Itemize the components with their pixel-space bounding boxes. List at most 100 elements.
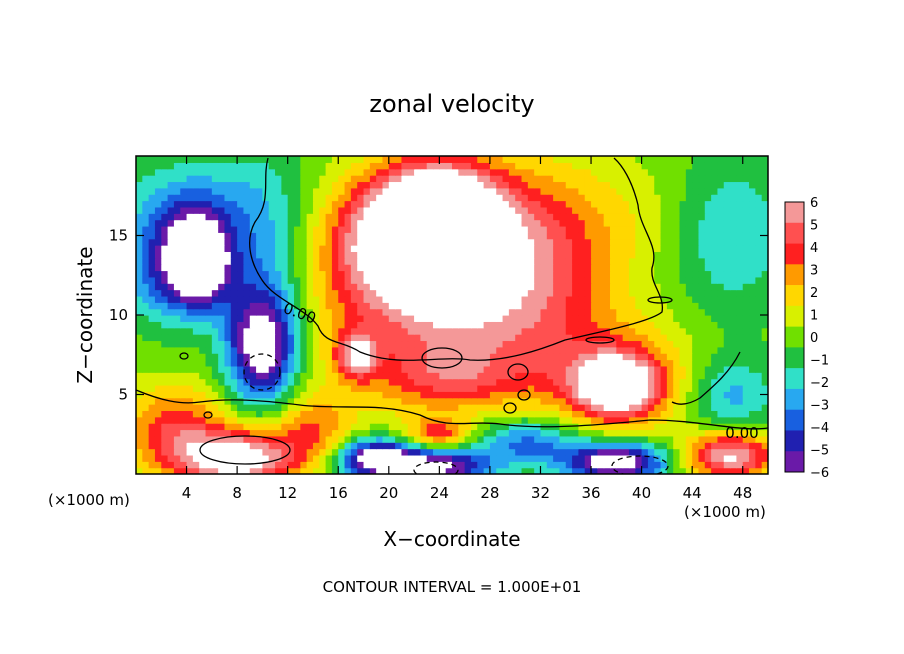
heatmap-cell bbox=[312, 442, 320, 450]
heatmap-cell bbox=[458, 461, 466, 469]
heatmap-cell bbox=[591, 264, 598, 272]
heatmap-cell bbox=[344, 225, 352, 233]
heatmap-cell bbox=[319, 308, 327, 316]
heatmap-cell bbox=[622, 251, 630, 259]
heatmap-cell bbox=[755, 251, 763, 259]
heatmap-cell bbox=[211, 334, 219, 342]
heatmap-cell bbox=[401, 213, 409, 221]
heatmap-cell bbox=[262, 302, 270, 310]
heatmap-cell bbox=[452, 448, 459, 456]
heatmap-cell bbox=[673, 225, 681, 233]
heatmap-cell bbox=[673, 448, 681, 456]
heatmap-cell bbox=[186, 194, 194, 202]
heatmap-cell bbox=[591, 467, 598, 474]
heatmap-cell bbox=[136, 327, 143, 335]
heatmap-cell bbox=[281, 238, 289, 246]
heatmap-cell bbox=[211, 245, 219, 252]
heatmap-cell bbox=[192, 429, 200, 437]
heatmap-cell bbox=[584, 454, 592, 462]
heatmap-cell bbox=[761, 435, 768, 443]
heatmap-cell bbox=[654, 315, 662, 322]
heatmap-cell bbox=[338, 454, 346, 462]
heatmap-cell bbox=[736, 391, 744, 399]
heatmap-cell bbox=[730, 410, 737, 418]
heatmap-cell bbox=[628, 435, 636, 443]
heatmap-cell bbox=[344, 213, 352, 221]
heatmap-cell bbox=[312, 346, 320, 354]
heatmap-cell bbox=[477, 321, 485, 329]
heatmap-cell bbox=[401, 200, 409, 208]
heatmap-cell bbox=[395, 365, 403, 373]
heatmap-cell bbox=[142, 181, 150, 189]
heatmap-cell bbox=[420, 206, 428, 214]
heatmap-cell bbox=[142, 404, 150, 411]
heatmap-cell bbox=[281, 397, 289, 405]
heatmap-cell bbox=[319, 270, 327, 278]
heatmap-cell bbox=[414, 353, 421, 361]
heatmap-cell bbox=[148, 168, 156, 176]
heatmap-cell bbox=[167, 175, 175, 183]
heatmap-cell bbox=[660, 168, 668, 176]
heatmap-cell bbox=[660, 353, 668, 361]
heatmap-cell bbox=[439, 359, 447, 367]
heatmap-cell bbox=[256, 232, 263, 240]
heatmap-cell bbox=[319, 302, 327, 310]
heatmap-cell bbox=[660, 435, 668, 443]
heatmap-cell bbox=[483, 283, 491, 291]
heatmap-cell bbox=[572, 372, 579, 380]
heatmap-cell bbox=[761, 225, 768, 233]
heatmap-cell bbox=[647, 378, 655, 386]
heatmap-cell bbox=[167, 181, 175, 189]
heatmap-cell bbox=[262, 461, 270, 469]
heatmap-cell bbox=[622, 315, 630, 322]
heatmap-cell bbox=[452, 187, 459, 195]
heatmap-cell bbox=[376, 327, 384, 335]
heatmap-cell bbox=[268, 238, 276, 246]
heatmap-cell bbox=[186, 219, 194, 227]
heatmap-cell bbox=[294, 442, 301, 450]
heatmap-cell bbox=[401, 308, 409, 316]
heatmap-cell bbox=[363, 219, 371, 227]
heatmap-cell bbox=[414, 276, 421, 284]
heatmap-cell bbox=[755, 175, 763, 183]
heatmap-cell bbox=[224, 276, 232, 284]
heatmap-cell bbox=[647, 448, 655, 456]
heatmap-cell bbox=[407, 353, 415, 361]
heatmap-cell bbox=[218, 372, 226, 380]
heatmap-cell bbox=[616, 423, 624, 431]
heatmap-cell bbox=[591, 384, 598, 392]
heatmap-cell bbox=[711, 295, 719, 303]
heatmap-cell bbox=[496, 187, 504, 195]
heatmap-cell bbox=[388, 315, 396, 322]
heatmap-cell bbox=[591, 156, 598, 163]
heatmap-cell bbox=[635, 365, 643, 373]
heatmap-cell bbox=[426, 435, 434, 443]
heatmap-cell bbox=[622, 181, 630, 189]
heatmap-cell bbox=[249, 194, 257, 202]
heatmap-cell bbox=[199, 295, 207, 303]
heatmap-cell bbox=[230, 238, 238, 246]
heatmap-cell bbox=[319, 289, 327, 297]
heatmap-cell bbox=[312, 416, 320, 424]
heatmap-cell bbox=[199, 327, 207, 335]
heatmap-cell bbox=[350, 238, 358, 246]
heatmap-cell bbox=[199, 156, 207, 163]
heatmap-cell bbox=[350, 276, 358, 284]
heatmap-cell bbox=[192, 391, 200, 399]
heatmap-cell bbox=[331, 397, 339, 405]
heatmap-cell bbox=[407, 219, 415, 227]
heatmap-cell bbox=[426, 295, 434, 303]
heatmap-cell bbox=[173, 270, 181, 278]
heatmap-cell bbox=[622, 397, 630, 405]
heatmap-cell bbox=[521, 213, 529, 221]
heatmap-cell bbox=[540, 365, 548, 373]
heatmap-cell bbox=[464, 232, 472, 240]
heatmap-cell bbox=[540, 219, 548, 227]
heatmap-cell bbox=[546, 245, 554, 252]
heatmap-cell bbox=[294, 353, 301, 361]
heatmap-cell bbox=[249, 251, 257, 259]
heatmap-cell bbox=[692, 454, 700, 462]
heatmap-cell bbox=[199, 187, 207, 195]
heatmap-cell bbox=[199, 289, 207, 297]
heatmap-cell bbox=[136, 384, 143, 392]
